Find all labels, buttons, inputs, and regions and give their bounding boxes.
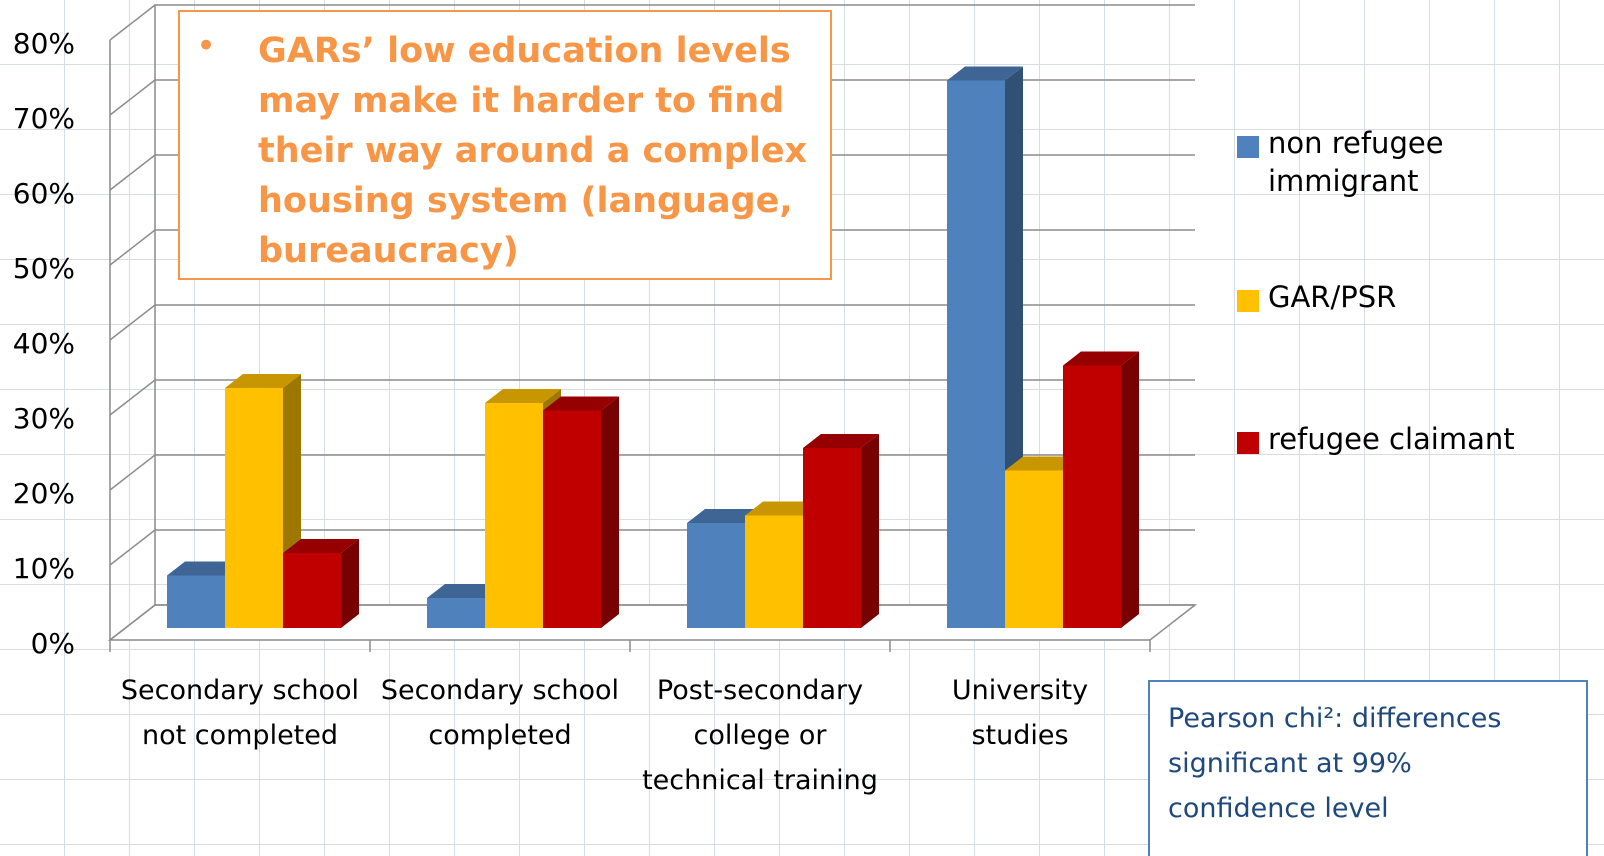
legend-swatch <box>1237 136 1259 158</box>
note: Pearson chi²: differences significant at… <box>1168 703 1502 824</box>
y-tick-label: 30% <box>13 402 75 435</box>
bar <box>947 80 1005 628</box>
bar-top <box>225 374 301 388</box>
legend-label: non refugee immigrant <box>1268 126 1444 198</box>
bar <box>1063 365 1121 628</box>
y-tick-label: 40% <box>13 327 75 360</box>
bar-top <box>283 539 359 553</box>
y-tick-label: 60% <box>13 177 75 210</box>
x-tick-label: Post-secondary college or technical trai… <box>642 675 878 796</box>
x-tick-label: Secondary school not completed <box>120 675 360 751</box>
annotation: GARs’ low education levels may make it h… <box>258 31 808 271</box>
bar-top <box>485 389 561 403</box>
y-tick-label: 10% <box>13 552 75 585</box>
bar-side <box>341 539 359 628</box>
y-tick-label: 0% <box>31 627 75 660</box>
bar <box>803 448 861 628</box>
annotation-box: • GARs’ low education levels may make it… <box>178 10 832 280</box>
bar <box>167 575 225 628</box>
bar-side <box>601 396 619 628</box>
bar-top <box>947 66 1023 81</box>
bar <box>1005 470 1063 628</box>
bar-side <box>1121 351 1139 628</box>
y-tick-label: 50% <box>13 252 75 285</box>
bar-top <box>1005 456 1081 471</box>
bar-side <box>861 434 879 628</box>
bar-top <box>687 509 763 523</box>
bar <box>225 388 283 628</box>
y-tick-label: 70% <box>13 102 75 135</box>
bar-top <box>427 584 503 598</box>
bar <box>745 515 803 628</box>
bullet: • <box>196 26 217 66</box>
bar <box>485 403 543 628</box>
y-tick-label: 20% <box>13 477 75 510</box>
bar <box>427 598 485 628</box>
grid-line <box>109 304 1195 341</box>
bar-top <box>543 396 619 411</box>
bar <box>543 410 601 628</box>
bar <box>283 553 341 628</box>
legend-swatch <box>1237 290 1259 312</box>
bar-top <box>745 501 821 516</box>
legend-label: GAR/PSR <box>1268 280 1397 314</box>
y-tick-label: 80% <box>13 27 75 60</box>
x-tick-label: Secondary school completed <box>380 675 620 751</box>
bar <box>687 523 745 628</box>
bar-top <box>167 561 243 576</box>
bar-top <box>1063 351 1139 366</box>
legend-swatch <box>1237 432 1259 454</box>
x-tick-label: University studies <box>951 675 1089 751</box>
legend-label: refugee claimant <box>1268 422 1515 456</box>
bar-top <box>803 434 879 448</box>
note-box: Pearson chi²: differences significant at… <box>1148 680 1588 856</box>
